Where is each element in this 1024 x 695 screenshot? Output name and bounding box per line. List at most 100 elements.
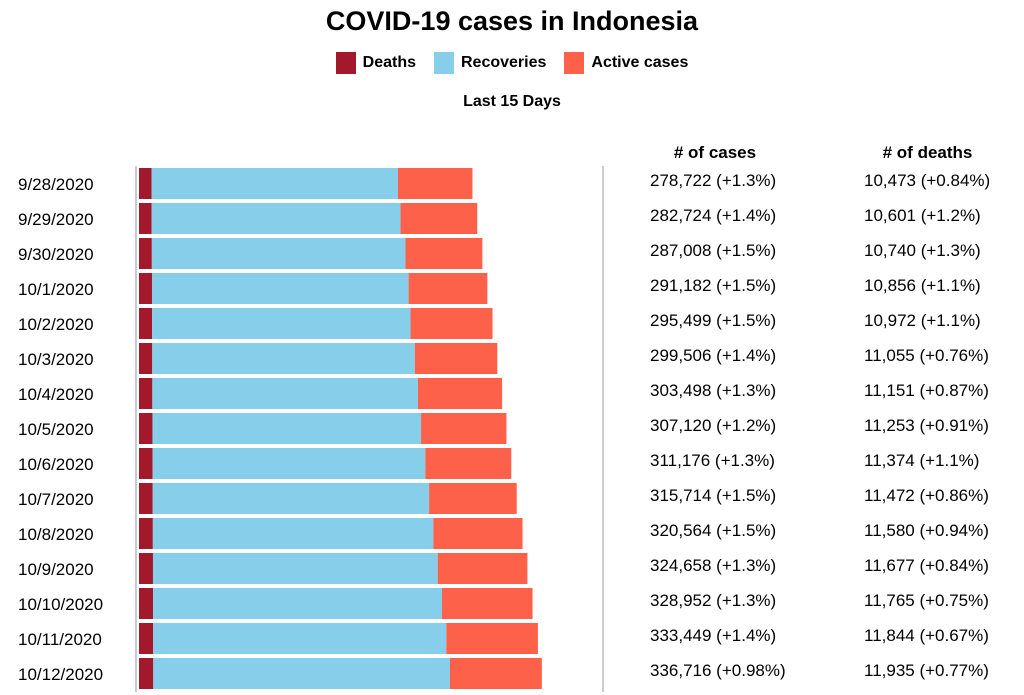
bar-active: [446, 623, 538, 654]
bar-deaths: [139, 588, 154, 619]
bar-recoveries: [152, 343, 415, 374]
deaths-value: 11,765 (+0.75%): [864, 591, 989, 610]
date-label: 10/2/2020: [18, 315, 94, 334]
deaths-value: 10,473 (+0.84%): [864, 171, 990, 190]
date-label: 10/7/2020: [18, 490, 94, 509]
deaths-value: 10,601 (+1.2%): [864, 206, 981, 225]
bar-active: [414, 343, 498, 374]
deaths-value: 11,374 (+1.1%): [864, 451, 979, 470]
bar-active: [437, 553, 528, 584]
deaths-value: 11,253 (+0.91%): [864, 416, 989, 435]
cases-value: 287,008 (+1.5%): [650, 241, 776, 260]
bar-active: [449, 658, 542, 689]
deaths-value: 10,972 (+1.1%): [864, 311, 981, 330]
bar-active: [442, 588, 533, 619]
deaths-value: 11,055 (+0.76%): [864, 346, 989, 365]
bar-active: [421, 413, 507, 444]
legend-item-active[interactable]: Active cases: [564, 52, 688, 74]
bar-recoveries: [151, 238, 406, 269]
date-label: 10/9/2020: [18, 560, 94, 579]
bar-recoveries: [151, 273, 409, 304]
cases-value: 282,724 (+1.4%): [650, 206, 776, 225]
bar-recoveries: [152, 413, 422, 444]
cases-value: 311,176 (+1.3%): [650, 451, 775, 470]
date-label: 9/28/2020: [18, 175, 94, 194]
date-label: 10/6/2020: [18, 455, 94, 474]
bar-recoveries: [152, 553, 438, 584]
deaths-value: 10,740 (+1.3%): [864, 241, 981, 260]
bar-recoveries: [152, 378, 418, 409]
bar-active: [410, 308, 493, 339]
bar-deaths: [139, 308, 153, 339]
bar-recoveries: [153, 588, 443, 619]
cases-value: 295,499 (+1.5%): [650, 311, 776, 330]
deaths-column-header: # of deaths: [882, 143, 973, 162]
bar-deaths: [139, 658, 154, 689]
legend-swatch-deaths: [335, 52, 356, 74]
deaths-value: 11,677 (+0.84%): [864, 556, 989, 575]
bar-recoveries: [151, 168, 398, 199]
cases-value: 303,498 (+1.3%): [650, 381, 776, 400]
legend-label-active: Active cases: [591, 54, 689, 71]
bar-active: [433, 518, 523, 549]
cases-value: 291,182 (+1.5%): [650, 276, 776, 295]
bar-active: [400, 203, 478, 234]
date-label: 10/8/2020: [18, 525, 94, 544]
deaths-value: 11,472 (+0.86%): [864, 486, 989, 505]
bar-deaths: [139, 413, 153, 444]
bar-deaths: [139, 553, 153, 584]
cases-value: 315,714 (+1.5%): [650, 486, 776, 505]
bar-active: [417, 378, 503, 409]
date-label: 9/30/2020: [18, 245, 94, 264]
bar-deaths: [139, 343, 153, 374]
bar-deaths: [139, 378, 153, 409]
bar-deaths: [139, 203, 152, 234]
date-label: 9/29/2020: [18, 210, 94, 229]
bar-recoveries: [152, 308, 411, 339]
legend-swatch-active: [564, 52, 585, 74]
deaths-value: 11,935 (+0.77%): [864, 661, 989, 680]
date-label: 10/3/2020: [18, 350, 94, 369]
deaths-value: 11,151 (+0.87%): [864, 381, 989, 400]
legend-item-deaths[interactable]: Deaths: [335, 52, 416, 74]
cases-value: 278,722 (+1.3%): [650, 171, 776, 190]
cases-value: 320,564 (+1.5%): [650, 521, 776, 540]
bar-deaths: [139, 448, 153, 479]
bar-deaths: [139, 483, 153, 514]
bar-deaths: [139, 518, 153, 549]
legend-label-recoveries: Recoveries: [461, 54, 547, 71]
cases-column-header: # of cases: [673, 143, 757, 162]
bar-recoveries: [153, 658, 450, 689]
deaths-value: 11,844 (+0.67%): [864, 626, 989, 645]
cases-value: 299,506 (+1.4%): [650, 346, 776, 365]
legend: Deaths Recoveries Active cases: [0, 52, 1024, 74]
date-label: 10/5/2020: [18, 420, 94, 439]
bar-active: [429, 483, 517, 514]
bar-active: [425, 448, 512, 479]
legend-item-recoveries[interactable]: Recoveries: [434, 52, 546, 74]
date-label: 10/1/2020: [18, 280, 94, 299]
legend-swatch-recoveries: [434, 52, 454, 74]
date-label: 10/10/2020: [18, 595, 103, 614]
chart-subtitle: Last 15 Days: [463, 93, 561, 110]
bar-deaths: [139, 623, 154, 654]
deaths-value: 10,856 (+1.1%): [864, 276, 981, 295]
date-label: 10/11/2020: [18, 630, 102, 649]
date-label: 10/4/2020: [18, 385, 94, 404]
bar-deaths: [139, 273, 152, 304]
bar-recoveries: [152, 483, 430, 514]
cases-value: 328,952 (+1.3%): [650, 591, 776, 610]
cases-value: 324,658 (+1.3%): [650, 556, 776, 575]
cases-value: 307,120 (+1.2%): [650, 416, 776, 435]
chart-title: COVID-19 cases in Indonesia: [325, 6, 699, 36]
legend-label-deaths: Deaths: [362, 54, 416, 71]
cases-value: 336,716 (+0.98%): [650, 661, 786, 680]
date-label: 10/12/2020: [18, 665, 103, 684]
bar-recoveries: [152, 518, 434, 549]
bar-recoveries: [152, 448, 426, 479]
bar-deaths: [139, 238, 152, 269]
bar-deaths: [139, 168, 152, 199]
cases-value: 333,449 (+1.4%): [650, 626, 776, 645]
bar-recoveries: [151, 203, 401, 234]
